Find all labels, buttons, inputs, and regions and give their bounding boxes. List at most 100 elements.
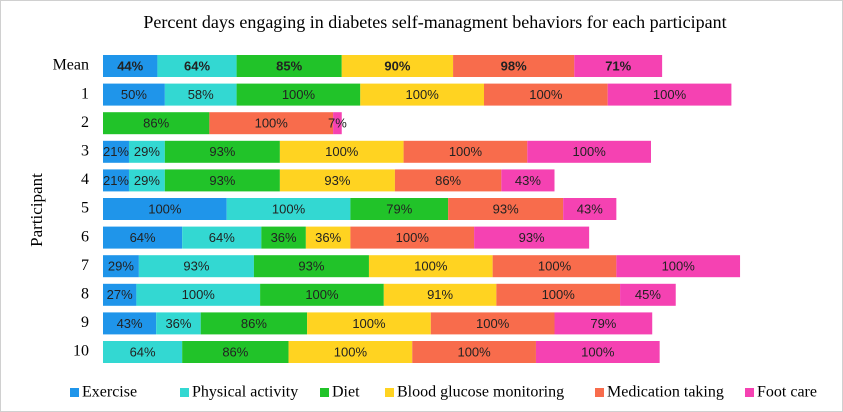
value-label: 100% [352,316,386,331]
bar-segment [360,83,484,106]
legend-label: Medication taking [607,384,724,401]
bar-segment [333,112,342,135]
value-label: 50% [121,87,147,102]
bar-segment [279,140,404,163]
value-label: 100% [305,287,339,302]
y-tick-label: 3 [81,142,89,159]
value-label: 36% [271,230,297,245]
bar-segment [103,112,210,135]
y-tick-label: Mean [53,57,89,74]
bar-segment [430,312,555,335]
value-label: 43% [515,173,541,188]
legend-swatch [745,388,754,397]
legend-swatch [385,388,394,397]
bar-segment [157,55,237,77]
bar-segment [182,341,289,363]
bar-segment [620,283,676,306]
value-label: 45% [635,287,661,302]
legend-label: Blood glucose monitoring [397,384,564,401]
value-label: 100% [573,144,607,159]
y-tick-label: 1 [81,85,89,102]
value-label: 64% [130,230,156,245]
value-label: 85% [276,58,302,73]
bar-segment [103,83,165,106]
bar-segment [403,140,528,163]
bar-segment [103,226,183,249]
legend-label: Diet [332,384,360,401]
value-label: 100% [581,344,615,359]
value-label: 29% [108,259,134,274]
value-label: 100% [334,344,368,359]
y-tick-label: 7 [81,257,89,274]
value-label: 91% [427,287,453,302]
value-label: 100% [414,259,448,274]
value-label: 100% [325,144,359,159]
legend-label: Physical activity [192,384,298,401]
value-label: 86% [222,344,248,359]
value-label: 100% [148,201,182,216]
value-label: 58% [188,87,214,102]
bar-segment [236,83,361,106]
value-label: 86% [143,116,169,131]
bar-segment [453,55,575,77]
value-label: 36% [165,316,191,331]
bar-segment [535,341,660,363]
bar-segment [288,341,413,363]
bar-segment [164,169,280,192]
bar-segment [483,83,608,106]
value-label: 64% [184,58,210,73]
value-label: 71% [605,58,631,73]
value-label: 93% [519,230,545,245]
bar-segment [156,312,201,335]
bar-segment [103,169,129,192]
y-axis-label: Participant [27,173,46,247]
bar-segment [209,112,334,135]
y-tick-label: 10 [73,343,89,360]
bar-segment [103,198,227,220]
bar-segment [226,198,351,220]
legend-label: Exercise [82,384,137,401]
bar-segment [103,283,137,306]
bar-segment [307,312,431,335]
bar-segment [341,55,454,77]
bar-segment [607,83,732,106]
value-label: 90% [384,58,410,73]
value-label: 27% [107,287,133,302]
legend-swatch [320,388,329,397]
bar-segment [103,312,157,335]
value-label: 100% [449,144,483,159]
bar-segment [138,255,254,278]
bar-segment [616,255,741,278]
bar-segment [236,55,342,77]
y-tick-label: 5 [81,200,89,217]
bar-segment [182,226,262,249]
value-label: 29% [134,173,160,188]
y-tick-label: 9 [81,314,89,331]
bar-segment [136,283,261,306]
legend-swatch [180,388,189,397]
value-label: 93% [324,173,350,188]
bar-segment [368,255,493,278]
value-label: 93% [209,173,235,188]
bar-segment [474,226,590,249]
bar-segment [501,169,555,192]
bar-segment [253,255,369,278]
value-label: 100% [529,87,563,102]
y-tick-label: 8 [81,285,89,302]
value-label: 79% [590,316,616,331]
bar-segment [164,140,280,163]
value-label: 100% [542,287,576,302]
bar-segment [496,283,621,306]
legend-swatch [70,388,79,397]
bar-segment [103,255,139,278]
bar-segment [412,341,536,363]
value-label: 93% [298,259,324,274]
bar-segment [164,83,237,106]
value-label: 79% [386,201,412,216]
value-label: 93% [493,201,519,216]
value-label: 100% [457,344,491,359]
value-label: 21% [103,173,129,188]
value-label: 100% [653,87,687,102]
bar-segment [128,169,165,192]
